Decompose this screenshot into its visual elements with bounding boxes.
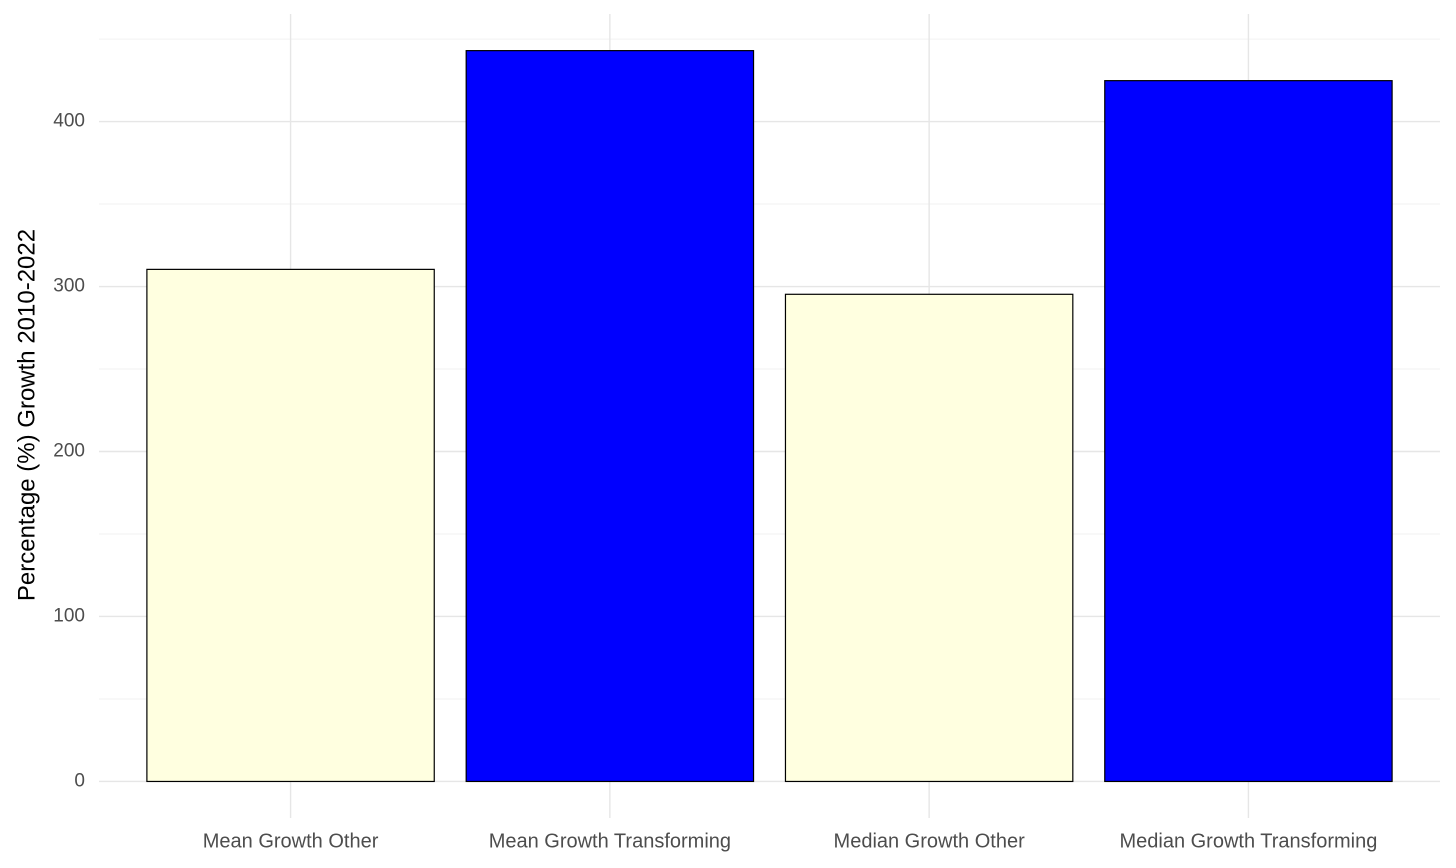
- y-tick-label: 100: [53, 606, 85, 627]
- x-tick-label: Mean Growth Transforming: [489, 830, 731, 852]
- y-tick-label: 0: [74, 770, 85, 791]
- bar: [784, 293, 1074, 783]
- x-tick-label: Median Growth Other: [834, 830, 1026, 852]
- y-axis-title: Percentage (%) Growth 2010-2022: [13, 229, 40, 601]
- bar: [146, 268, 435, 783]
- x-tick-label: Mean Growth Other: [203, 830, 379, 852]
- y-tick-label: 200: [53, 441, 85, 462]
- y-tick-label: 400: [53, 111, 85, 132]
- y-tick-label: 300: [53, 276, 85, 297]
- bar: [1104, 80, 1393, 783]
- x-tick-label: Median Growth Transforming: [1119, 830, 1377, 852]
- bar: [465, 50, 755, 783]
